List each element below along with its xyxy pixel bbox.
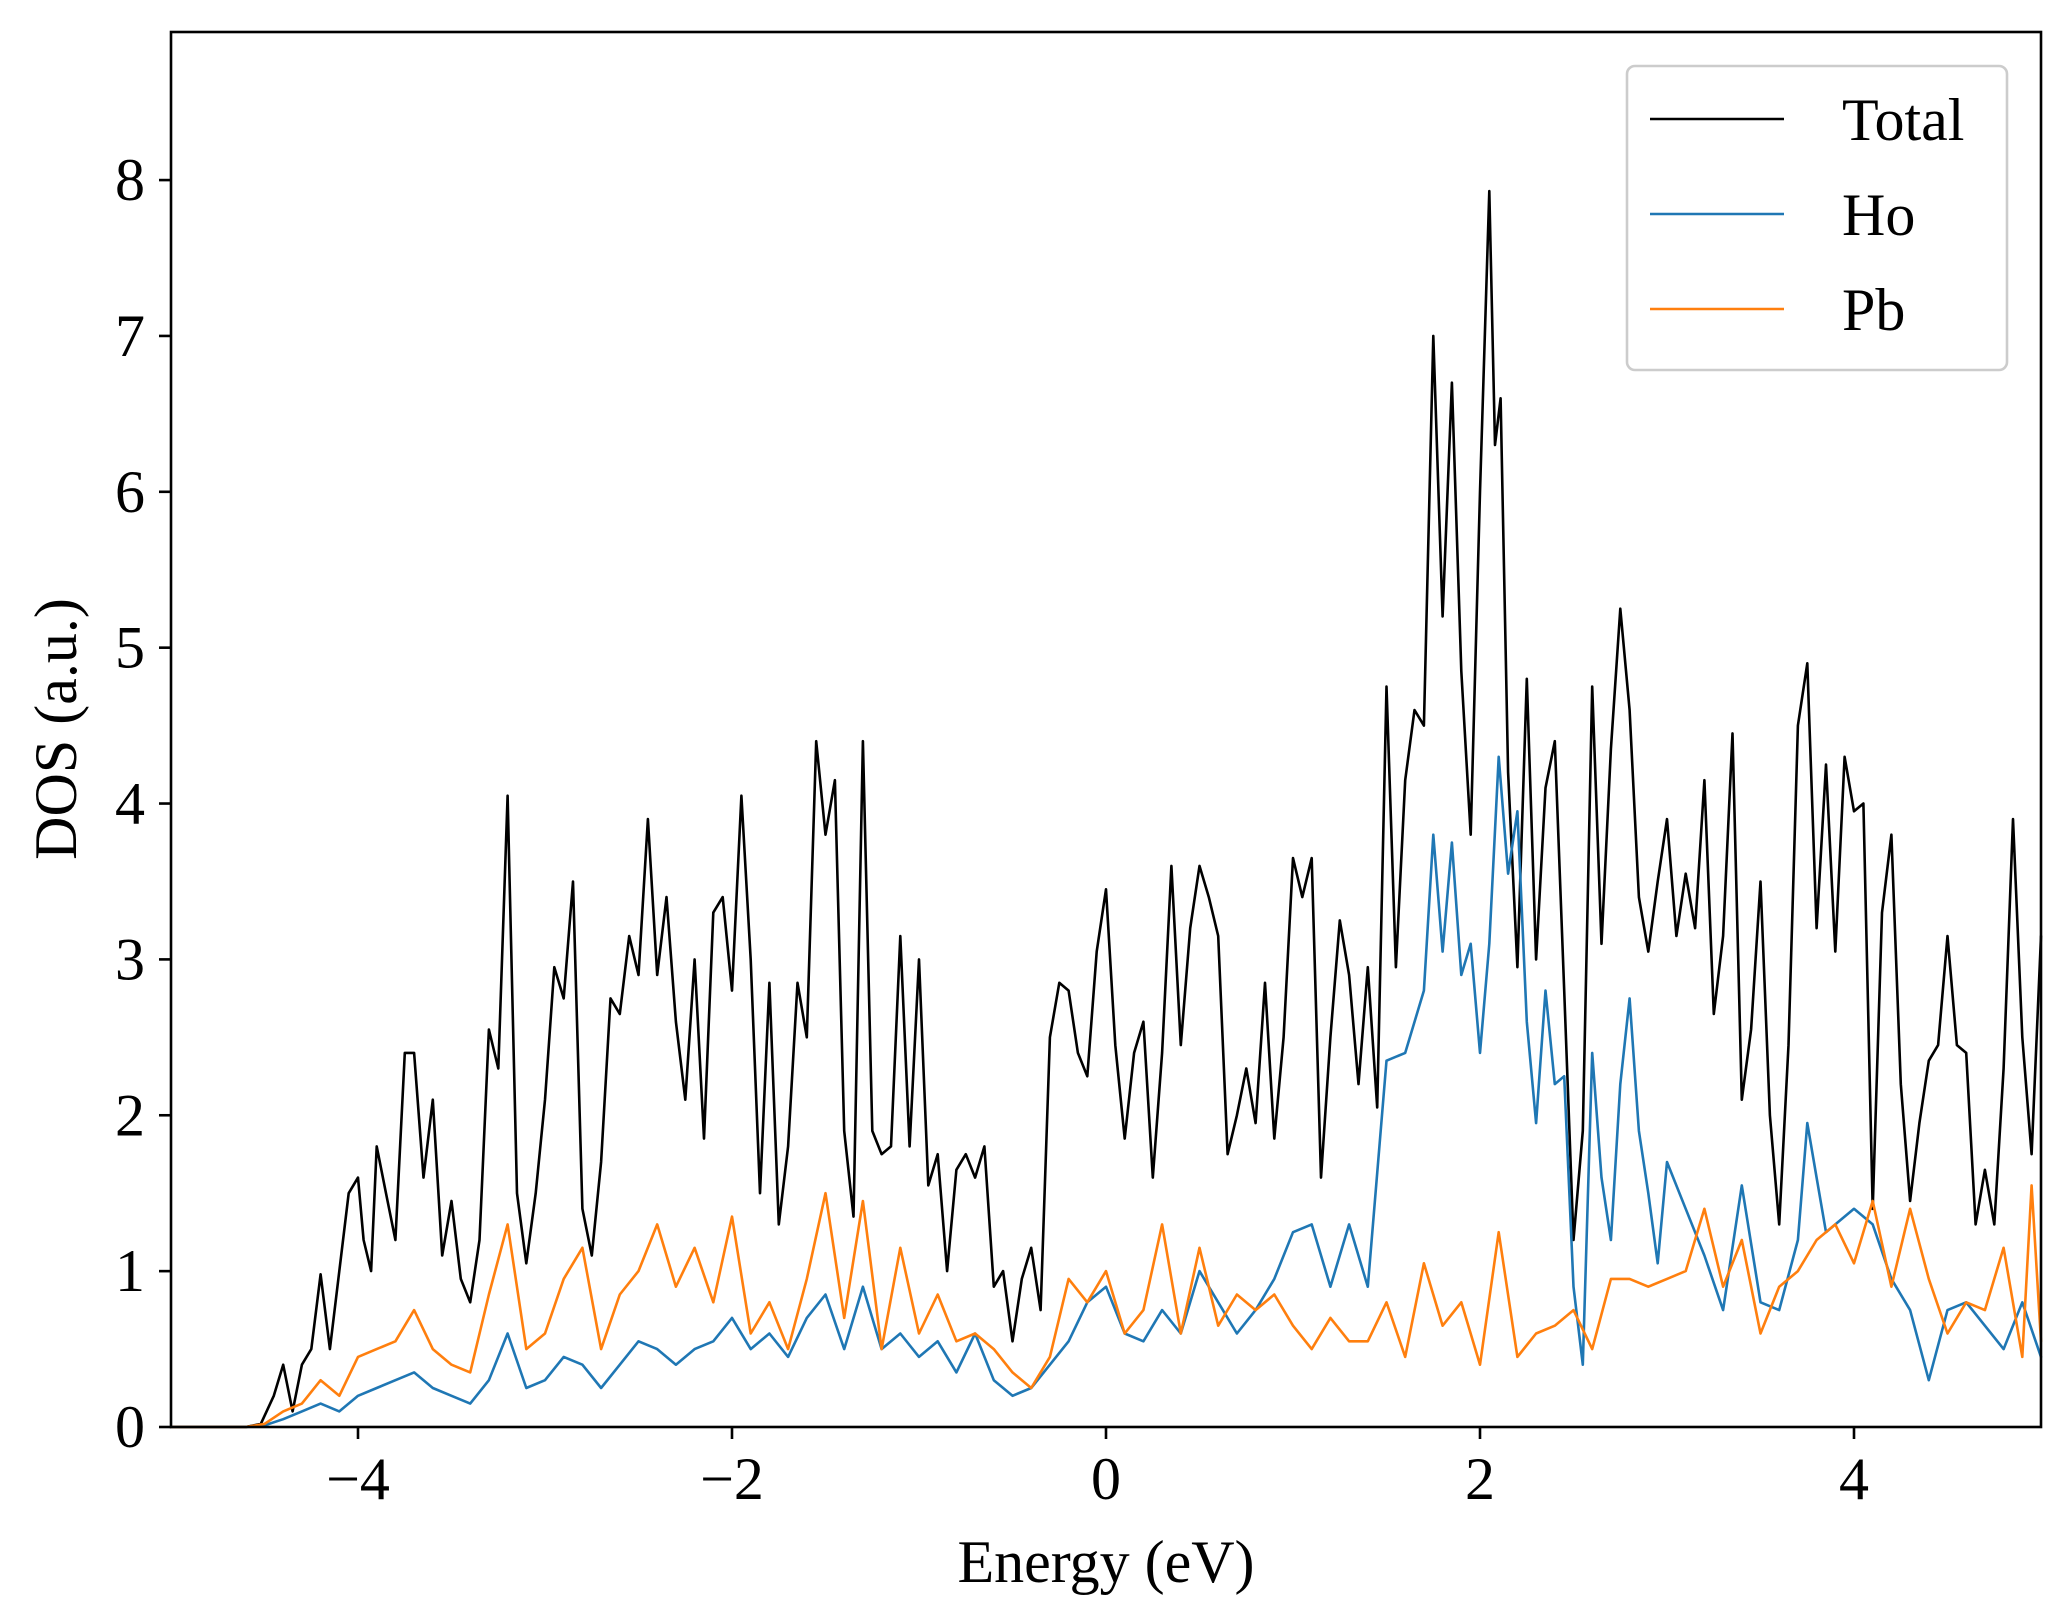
series-line-total [169,189,2043,1429]
y-tick-label: 5 [115,615,145,681]
legend-label-total: Total [1842,87,1964,153]
x-tick-label: 2 [1465,1446,1495,1512]
legend: Total Ho Pb [1625,64,2009,372]
series-line-ho [169,755,2043,1429]
legend-box [1625,64,2009,372]
y-tick-label: 2 [115,1082,145,1148]
x-tick-label: −4 [326,1446,390,1512]
y-tick-label: 3 [115,926,145,992]
y-tick-label: 6 [115,459,145,525]
x-tick-label: −2 [700,1446,764,1512]
legend-label-pb: Pb [1842,277,1905,343]
legend-label-ho: Ho [1842,182,1915,248]
x-tick-label: 0 [1091,1446,1121,1512]
x-axis: −4 −2 0 2 4 [326,1427,1869,1512]
y-tick-label: 0 [115,1394,145,1460]
x-tick-label: 4 [1839,1446,1869,1512]
y-tick-label: 4 [115,771,145,837]
series-line-pb [169,1184,2043,1429]
y-tick-label: 8 [115,147,145,213]
series-layer [169,189,2043,1429]
y-tick-label: 1 [115,1238,145,1304]
y-tick-label: 7 [115,303,145,369]
y-axis-label: DOS (a.u.) [23,598,89,860]
y-axis: 0 1 2 3 4 5 6 7 8 [115,147,171,1460]
x-axis-label: Energy (eV) [957,1529,1254,1595]
